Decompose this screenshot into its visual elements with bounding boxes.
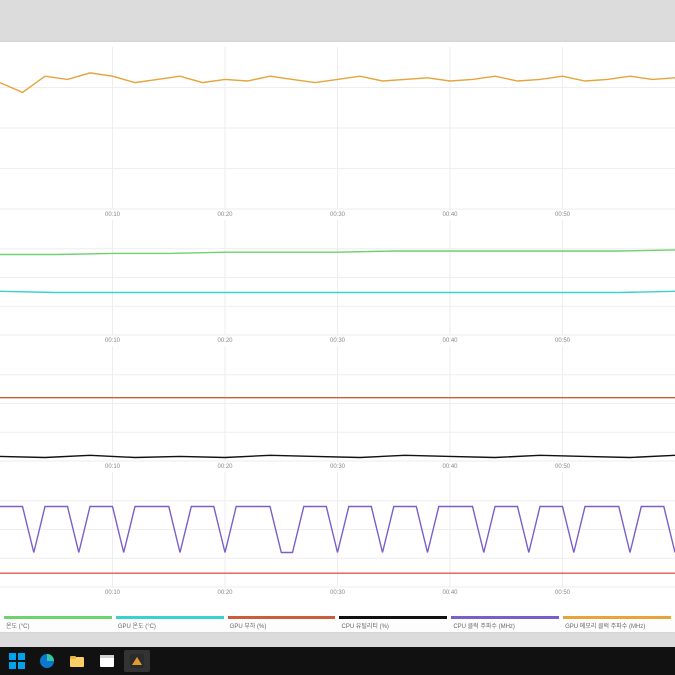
legend-item-cpu-temp[interactable]: 온도 (°C) — [4, 616, 112, 632]
legend-item-cpu-clock[interactable]: CPU 클럭 주파수 (MHz) — [451, 616, 559, 632]
svg-text:00:30: 00:30 — [330, 212, 346, 218]
calendar-icon — [99, 653, 115, 669]
svg-text:00:40: 00:40 — [442, 590, 458, 596]
taskbar-app-calendar[interactable] — [94, 650, 120, 672]
chart-gpu-memory-clock: 00:10 00:20 00:30 00:40 00:50 — [0, 47, 675, 219]
windows-icon — [9, 653, 25, 669]
legend-item-gpu-load[interactable]: GPU 부하 (%) — [228, 616, 336, 632]
legend-item-cpu-util[interactable]: CPU 유틸리티 (%) — [339, 616, 447, 632]
legend-bar — [339, 616, 447, 619]
monitoring-panel: 00:10 00:20 00:30 00:40 00:50 00:10 00:20 00:3… — [0, 42, 675, 632]
legend-label: GPU 온도 (°C) — [116, 624, 156, 630]
svg-text:00:50: 00:50 — [555, 212, 571, 218]
start-button[interactable] — [4, 650, 30, 672]
svg-text:00:10: 00:10 — [105, 212, 121, 218]
legend-bar — [563, 616, 671, 619]
taskbar-app-monitoring[interactable] — [124, 650, 150, 672]
taskbar-app-explorer[interactable] — [64, 650, 90, 672]
chart-clocks: 00:10 00:20 00:30 00:40 00:50 — [0, 472, 675, 597]
legend-item-gpu-mem-clock[interactable]: GPU 메모리 클럭 주파수 (MHz) — [563, 616, 671, 632]
svg-text:00:10: 00:10 — [105, 464, 121, 470]
legend-item-gpu-temp[interactable]: GPU 온도 (°C) — [116, 616, 224, 632]
svg-text:00:40: 00:40 — [442, 338, 458, 344]
legend-bar — [4, 616, 112, 619]
legend-bar — [228, 616, 336, 619]
svg-text:00:30: 00:30 — [330, 464, 346, 470]
monitoring-app-icon — [129, 653, 145, 669]
svg-text:00:10: 00:10 — [105, 590, 121, 596]
svg-text:00:20: 00:20 — [217, 212, 233, 218]
svg-text:00:30: 00:30 — [330, 590, 346, 596]
chart-temperatures: 00:10 00:20 00:30 00:40 00:50 — [0, 220, 675, 345]
svg-text:00:20: 00:20 — [217, 590, 233, 596]
svg-text:00:20: 00:20 — [217, 464, 233, 470]
svg-text:00:40: 00:40 — [442, 212, 458, 218]
legend-label: CPU 유틸리티 (%) — [339, 624, 388, 630]
svg-text:00:50: 00:50 — [555, 464, 571, 470]
svg-text:00:20: 00:20 — [217, 338, 233, 344]
legend-strip: 온도 (°C) GPU 온도 (°C) GPU 부하 (%) CPU 유틸리티 … — [0, 614, 675, 632]
svg-text:00:40: 00:40 — [442, 464, 458, 470]
svg-text:00:50: 00:50 — [555, 338, 571, 344]
legend-label: GPU 메모리 클럭 주파수 (MHz) — [563, 624, 645, 630]
legend-bar — [116, 616, 224, 619]
taskbar-app-edge[interactable] — [34, 650, 60, 672]
svg-text:00:50: 00:50 — [555, 590, 571, 596]
svg-text:00:30: 00:30 — [330, 338, 346, 344]
edge-icon — [39, 653, 55, 669]
svg-text:00:10: 00:10 — [105, 338, 121, 344]
windows-taskbar — [0, 647, 675, 675]
legend-label: CPU 클럭 주파수 (MHz) — [451, 624, 515, 630]
folder-icon — [69, 653, 85, 669]
legend-bar — [451, 616, 559, 619]
legend-label: 온도 (°C) — [4, 624, 29, 630]
legend-label: GPU 부하 (%) — [228, 624, 267, 630]
chart-loads: 00:10 00:20 00:30 00:40 00:50 — [0, 346, 675, 471]
